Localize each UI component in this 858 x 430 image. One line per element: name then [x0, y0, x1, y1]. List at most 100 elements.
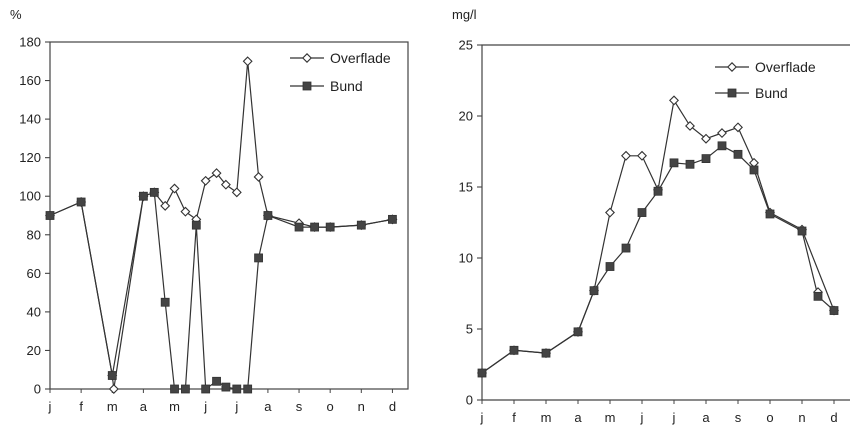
chart-right-overflade-point	[621, 150, 631, 161]
chart-right-x-tick-label: d	[830, 410, 837, 425]
chart-left-overflade-point	[231, 187, 242, 198]
chart-left-bund-point	[388, 214, 397, 224]
chart-right-bund-point	[573, 327, 583, 337]
chart-left-bund-line	[49, 191, 393, 391]
chart-left-bund-point	[263, 211, 273, 220]
chart-left-overflade-point	[108, 384, 119, 394]
chart-left-y-tick-label: 120	[19, 150, 41, 165]
chart-left-x-tick-label: m	[169, 399, 180, 414]
chart-left-overflade-point	[211, 168, 222, 179]
chart-left-plot-frame	[49, 41, 409, 390]
chart-left-x-tick-label: f	[79, 399, 83, 414]
chart-left-x-tick-label: j	[48, 399, 52, 414]
chart-left-bund-point	[76, 197, 86, 207]
chart-left-overflade-point	[242, 56, 253, 67]
chart-right-x-tick-label: a	[574, 410, 582, 425]
chart-left-bund-point	[107, 371, 117, 380]
chart-right-y-tick-label: 5	[466, 322, 473, 337]
chart-right-overflade-point	[685, 120, 695, 131]
chart-right-x-tick-label: j	[640, 410, 644, 425]
chart-right-legend-bund-label: Bund	[755, 85, 788, 101]
chart-left-y-tick-label: 80	[27, 227, 41, 242]
chart-left-y-axis: 0 20 40 60 80 100 120 140 160 180	[19, 35, 50, 397]
chart-left-legend-bund-label: Bund	[330, 78, 363, 94]
chart-left-legend-bund-swatch-marker	[302, 81, 312, 91]
chart-right-bund-point	[669, 158, 679, 168]
chart-right-bund-point	[589, 286, 599, 296]
chart-right-x-tick-label: m	[541, 410, 552, 425]
chart-right-x-tick-label: a	[702, 410, 710, 425]
chart-right-overflade-point	[717, 128, 727, 139]
chart-right-x-tick-label: s	[735, 410, 742, 425]
chart-left-y-tick-label: 140	[19, 112, 41, 127]
chart-right-bund-point	[797, 226, 807, 236]
chart-left-bund-point	[201, 384, 211, 394]
chart-right-y-tick-label: 15	[459, 180, 473, 195]
chart-right-y-tick-label: 20	[459, 109, 473, 124]
chart-right-x-tick-label: m	[605, 410, 616, 425]
chart-left-x-tick-label: s	[296, 399, 303, 414]
chart-left-y-tick-label: 180	[19, 35, 41, 50]
chart-left-bund-point	[45, 211, 55, 220]
chart-right-x-tick-label: o	[766, 410, 773, 425]
chart-right-bund-point	[733, 149, 743, 159]
chart-left-bund-point	[232, 384, 242, 394]
chart-left-x-tick-label: j	[203, 399, 207, 414]
chart-left-legend: Overflade Bund	[290, 50, 391, 94]
chart-left-bund-point	[356, 220, 366, 230]
chart-left-x-tick-label: j	[234, 399, 238, 414]
chart-right-y-tick-label: 25	[459, 38, 473, 53]
chart-left-x-tick-label: a	[264, 399, 272, 414]
chart-left-overflade-point	[220, 179, 231, 190]
chart-right-overflade-point	[701, 133, 711, 144]
chart-left-bund-point	[243, 384, 253, 394]
chart-right-bund-point	[621, 243, 631, 253]
chart-left-bund-point	[160, 297, 170, 307]
chart-right-overflade-line	[481, 98, 835, 374]
chart-right-x-tick-label: j	[480, 410, 484, 425]
chart-left-bund-point	[294, 222, 304, 232]
chart-left-overflade-point	[160, 200, 171, 211]
chart-left-x-tick-label: a	[140, 399, 148, 414]
chart-right-bund-point	[813, 291, 823, 301]
chart-left-bund-point	[170, 384, 179, 394]
chart-left-x-tick-label: o	[327, 399, 334, 414]
chart-right-overflade-point	[733, 122, 743, 133]
chart-right-bund-point	[509, 345, 519, 355]
chart-right-bund-point	[829, 306, 839, 315]
chart-right-bund-point	[765, 209, 775, 219]
chart-right-x-tick-label: n	[798, 410, 805, 425]
chart-right-bund-point	[541, 348, 551, 358]
chart-right-bund-point	[477, 368, 487, 378]
chart-right-y-tick-label: 10	[459, 251, 473, 266]
chart-right-legend-overflade-label: Overflade	[755, 59, 816, 75]
chart-right-bund-point	[717, 141, 727, 151]
chart-right-overflade-point	[669, 95, 679, 106]
chart-left-y-tick-label: 60	[27, 266, 41, 281]
chart-left-overflade-point	[253, 171, 264, 182]
chart-left-y-tick-label: 160	[19, 73, 41, 88]
chart-left-x-tick-label: n	[358, 399, 365, 414]
chart-left-x-tick-label: m	[107, 399, 118, 414]
chart-left-overflade-point	[169, 183, 180, 194]
chart-right-overflade-point	[605, 207, 615, 218]
chart-right-legend-bund-swatch-marker	[727, 88, 737, 98]
chart-right-bund-line	[481, 145, 835, 374]
chart-left-legend-overflade-label: Overflade	[330, 50, 391, 66]
chart-right-bund-point	[749, 165, 759, 175]
chart-right-y-tick-label: 0	[466, 393, 473, 408]
chart-right-bund-point	[685, 159, 695, 169]
chart-left-bund-point	[325, 222, 335, 232]
chart-right-legend-overflade-swatch-marker	[727, 62, 737, 72]
chart-left-overflade-point	[200, 175, 211, 186]
chart-left-bund-point	[310, 222, 320, 232]
chart-left-bund-point	[221, 382, 231, 392]
chart-left-bund-point	[149, 187, 159, 197]
chart-right-y-axis: 0 5 10 15 20 25	[459, 38, 482, 408]
chart-right-x-tick-label: j	[672, 410, 676, 425]
chart-right-bund-point	[637, 208, 647, 217]
